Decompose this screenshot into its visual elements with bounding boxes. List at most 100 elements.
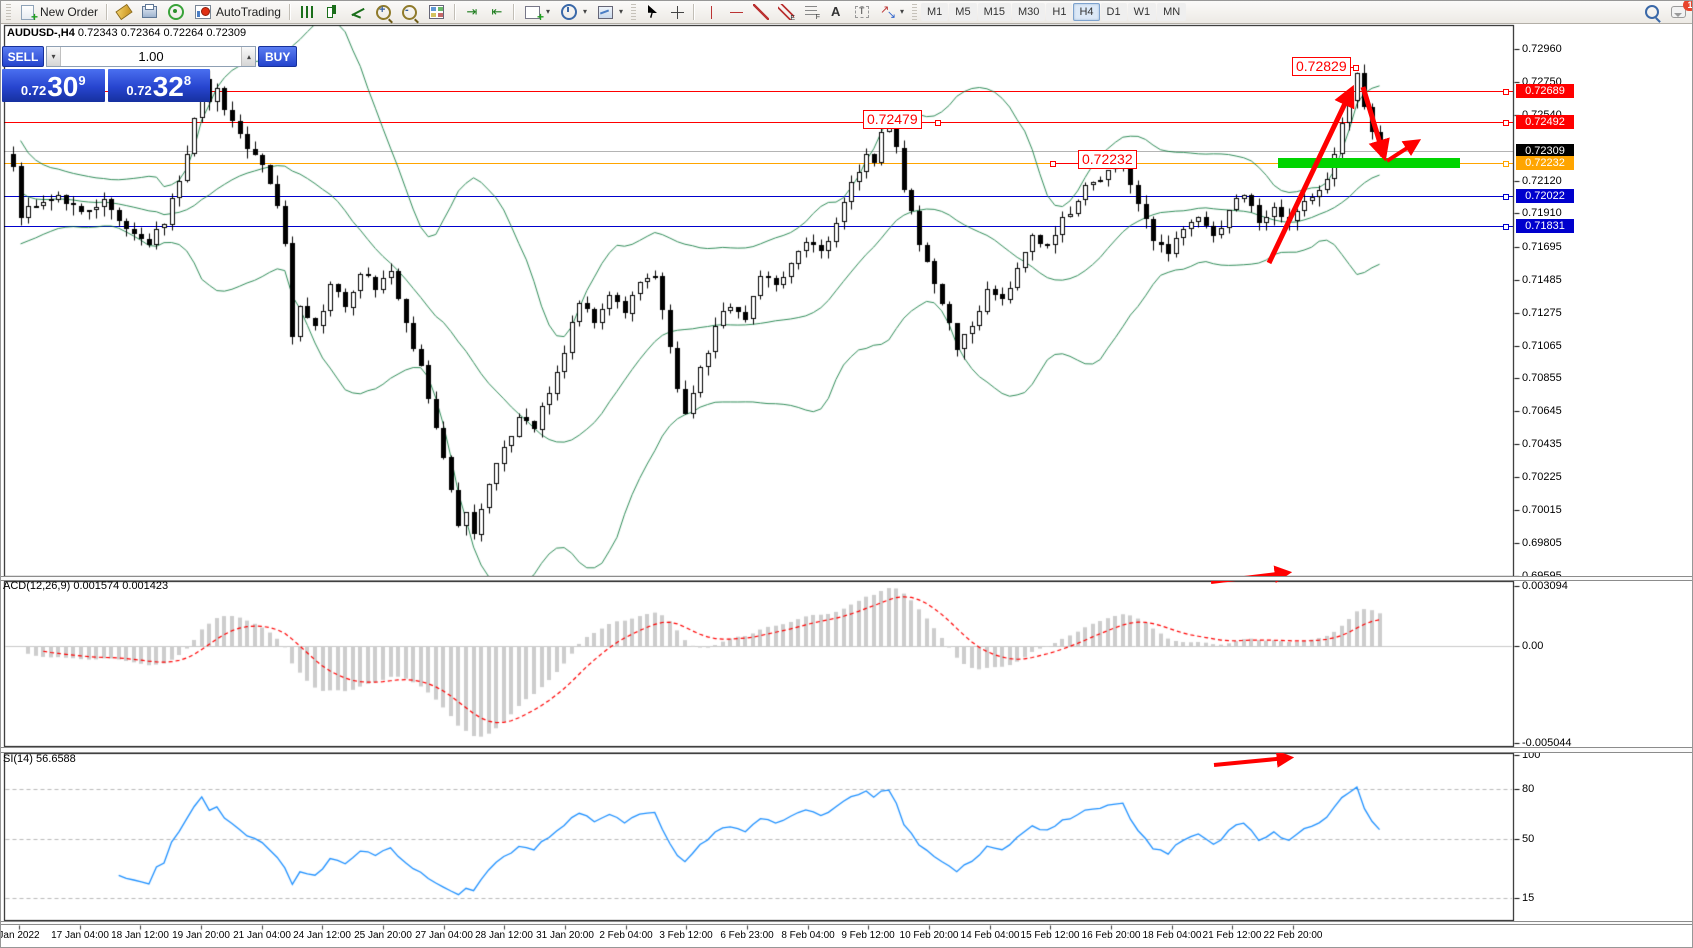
volume-stepper — [46, 46, 256, 67]
macd-values: 0.001574 0.001423 — [73, 580, 169, 592]
channel-icon — [778, 4, 795, 22]
toolbar-grip[interactable] — [631, 4, 636, 20]
sell-price-tile[interactable]: 0.72 30 9 — [2, 69, 105, 102]
time-label-0: Jan 2022 — [0, 930, 40, 941]
support-zone-band[interactable] — [1278, 158, 1460, 168]
time-label-6: 25 Jan 20:00 — [354, 930, 412, 941]
bar-chart-button[interactable] — [295, 3, 319, 22]
symbol-period-label: AUDUSD-,H4 — [7, 27, 75, 39]
price-tick-0.71065: 0.71065 — [1522, 340, 1562, 352]
chart-shift-button[interactable] — [485, 3, 509, 22]
price-callout-0.72232[interactable]: 0.72232 — [1078, 150, 1137, 169]
text-label-button[interactable] — [849, 3, 875, 22]
time-label-2: 18 Jan 12:00 — [111, 930, 169, 941]
time-label-5: 24 Jan 12:00 — [293, 930, 351, 941]
timeframe-m5[interactable]: M5 — [949, 3, 977, 21]
time-label-16: 14 Feb 04:00 — [960, 930, 1020, 941]
line-chart-button[interactable] — [345, 3, 370, 22]
autotrading-button[interactable]: AutoTrading — [190, 3, 285, 22]
candlestick-chart-button[interactable] — [320, 3, 344, 22]
print-button[interactable] — [137, 3, 162, 22]
auto-scroll-icon — [464, 4, 480, 20]
price-callout-0.72479[interactable]: 0.72479 — [863, 110, 922, 129]
zoom-in-icon: + — [375, 4, 391, 20]
trendline-button[interactable] — [749, 3, 773, 22]
zoom-out-button[interactable]: - — [397, 3, 422, 22]
vertical-line-button[interactable] — [699, 3, 723, 22]
time-label-18: 16 Feb 20:00 — [1081, 930, 1141, 941]
templates-button[interactable] — [592, 3, 627, 22]
autotrading-icon — [195, 5, 212, 19]
auto-scroll-button[interactable] — [460, 3, 484, 22]
periods-button[interactable] — [555, 3, 591, 22]
callout-anchor — [935, 120, 941, 126]
toolbar-grip[interactable] — [912, 4, 918, 20]
price-tick-0.70435: 0.70435 — [1522, 438, 1562, 450]
panel-splitter-timescale[interactable] — [1, 921, 1692, 925]
zoom-in-button[interactable]: + — [371, 3, 396, 22]
new-order-button[interactable]: New Order — [15, 3, 102, 24]
panel-splitter-macd[interactable] — [1, 576, 1692, 581]
search-button[interactable] — [1640, 3, 1664, 22]
buy-price-tile[interactable]: 0.72 32 8 — [107, 69, 210, 102]
autotrading-label: AutoTrading — [216, 5, 281, 19]
sell-price-big: 30 — [47, 71, 79, 102]
toolbar-grip[interactable] — [6, 4, 11, 20]
timeframe-w1[interactable]: W1 — [1127, 3, 1157, 21]
text-button[interactable] — [824, 3, 848, 22]
volume-input[interactable] — [61, 47, 241, 66]
panel-splitter-rsi[interactable] — [1, 747, 1692, 753]
volume-increase-button[interactable] — [241, 47, 255, 66]
metaeditor-button[interactable] — [112, 3, 136, 22]
new-chart-button[interactable] — [519, 3, 554, 24]
time-label-15: 10 Feb 20:00 — [899, 930, 959, 941]
price-badge-0.72492: 0.72492 — [1516, 115, 1574, 129]
sell-button[interactable]: SELL — [2, 46, 44, 67]
cursor-button[interactable] — [640, 3, 664, 22]
alerts-button[interactable] — [163, 3, 189, 22]
chart-header: AUDUSD-,H4 0.72343 0.72364 0.72264 0.723… — [7, 27, 246, 39]
time-label-7: 27 Jan 04:00 — [415, 930, 473, 941]
horizontal-line-button[interactable] — [724, 3, 748, 22]
shapes-icon — [880, 3, 896, 21]
chevron-down-icon — [900, 8, 904, 16]
sell-price-prefix: 0.72 — [20, 83, 47, 98]
vertical-line-icon — [703, 4, 719, 20]
volume-decrease-button[interactable] — [47, 47, 61, 66]
channel-button[interactable] — [774, 3, 798, 22]
price-tick-0.71485: 0.71485 — [1522, 274, 1562, 286]
timeframe-h4[interactable]: H4 — [1073, 3, 1100, 21]
signal-icon — [168, 4, 185, 20]
time-label-10: 2 Feb 04:00 — [599, 930, 653, 941]
timeframe-mn[interactable]: MN — [1157, 3, 1187, 21]
notifications-button[interactable]: 1 — [1665, 1, 1692, 22]
timeframe-m1[interactable]: M1 — [921, 3, 949, 21]
shapes-button[interactable] — [876, 3, 908, 22]
price-callout-0.72829[interactable]: 0.72829 — [1292, 57, 1351, 76]
price-tick-0.70645: 0.70645 — [1522, 405, 1562, 417]
timeframe-group: M1 M5 M15 M30 H1 H4 D1 W1 MN — [921, 3, 1187, 21]
timeframe-h1[interactable]: H1 — [1046, 3, 1073, 21]
separator — [106, 4, 109, 20]
time-label-12: 6 Feb 23:00 — [720, 930, 774, 941]
buy-button[interactable]: BUY — [258, 46, 298, 67]
tile-windows-button[interactable] — [423, 3, 450, 22]
tile-windows-icon — [428, 5, 444, 19]
timeframe-d1[interactable]: D1 — [1100, 3, 1127, 21]
chart-shift-icon — [489, 4, 505, 20]
timeframe-m30[interactable]: M30 — [1011, 3, 1046, 21]
price-badge-0.72232: 0.72232 — [1516, 156, 1574, 170]
template-icon — [597, 5, 613, 19]
time-label-11: 3 Feb 12:00 — [659, 930, 713, 941]
price-tick-0.72120: 0.72120 — [1522, 175, 1562, 187]
callout-connector — [1052, 163, 1078, 164]
time-label-20: 21 Feb 12:00 — [1202, 930, 1262, 941]
time-label-8: 28 Jan 12:00 — [475, 930, 533, 941]
clock-icon — [560, 4, 577, 20]
crosshair-button[interactable] — [665, 3, 689, 22]
fibonacci-button[interactable] — [799, 3, 823, 22]
timeframe-m15[interactable]: M15 — [977, 3, 1011, 21]
rsi-tick-80: 80 — [1522, 783, 1535, 795]
